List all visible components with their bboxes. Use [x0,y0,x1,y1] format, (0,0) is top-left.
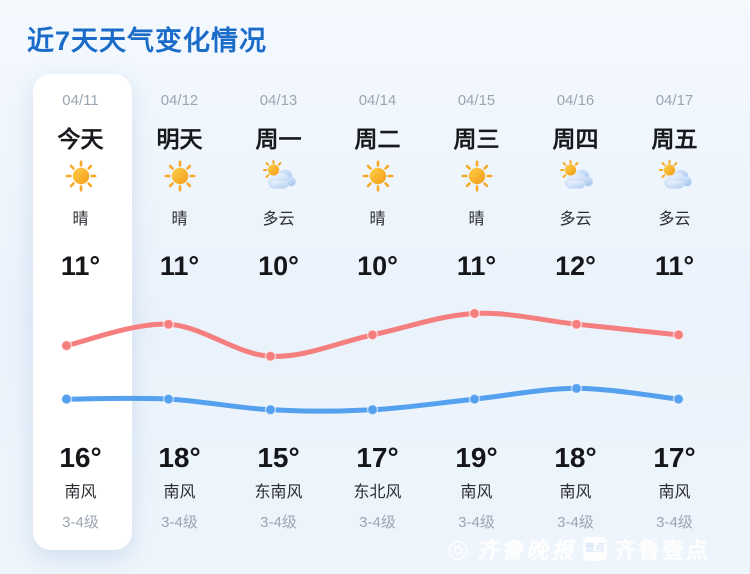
day-column[interactable]: 04/13 周一 [229,74,328,550]
wind-level: 3-4级 [557,514,594,531]
day-column[interactable]: 04/14 周二 晴 10° 17° 东北风 3-4级 [328,74,427,550]
brand-name-script: 齐鲁晚报 [475,538,576,563]
day-column[interactable]: 04/17 周五 [625,74,724,550]
bottom-temp: 17° [653,442,696,473]
forecast-columns: 04/11 今天 晴 11° 16° 南风 3-4级 04/ [31,74,724,550]
day-column[interactable]: 04/12 明天 晴 11° 18° 南风 3-4级 [130,74,229,550]
date-label: 04/11 [62,92,99,109]
date-label: 04/12 [160,92,199,109]
top-temp: 11° [456,251,497,281]
wind-level: 3-4级 [458,514,495,531]
day-name: 周三 [453,126,500,152]
day-name: 今天 [57,126,104,152]
weather-text: 多云 [658,211,691,228]
weather-icon-slot [361,159,395,193]
yidian-badge-icon: 壹点 [582,537,607,561]
sun-cloud-icon [262,159,296,193]
day-column[interactable]: 04/15 周三 晴 11° 19° 南风 3-4级 [427,74,526,550]
top-temp: 11° [654,251,695,281]
sun-icon [64,159,98,193]
wind-direction: 南风 [559,484,592,501]
qilu-evening-news-logo-icon: ◎ [447,534,469,563]
date-label: 04/14 [358,92,397,109]
wind-direction: 南风 [658,484,691,501]
top-temp: 10° [357,251,398,281]
bottom-temp: 15° [257,442,300,473]
wind-level: 3-4级 [260,514,297,531]
day-name: 明天 [156,126,203,152]
wind-level: 3-4级 [161,514,198,531]
day-name: 周二 [354,126,401,152]
wind-direction: 南风 [64,484,97,501]
weather-text: 晴 [72,211,89,228]
sun-cloud-icon [658,159,692,193]
wind-level: 3-4级 [62,514,99,531]
bottom-temp: 19° [455,442,498,473]
day-name: 周四 [552,126,599,152]
sun-icon [361,159,395,193]
date-label: 04/16 [556,92,595,109]
top-temp: 11° [60,251,101,281]
top-temp: 11° [159,251,200,281]
weather-text: 晴 [171,211,188,228]
weather-icon-slot [559,159,593,193]
wind-direction: 南风 [163,484,196,501]
date-label: 04/17 [655,92,694,109]
brand-name: 齐鲁壹点 [613,538,710,563]
bottom-temp: 16° [59,442,102,473]
weather-text: 多云 [559,211,592,228]
wind-level: 3-4级 [656,514,693,531]
day-column[interactable]: 04/16 周四 [526,74,625,550]
weather-icon-slot [163,159,197,193]
sun-icon [460,159,494,193]
day-column[interactable]: 04/11 今天 晴 11° 16° 南风 3-4级 [31,74,130,550]
weather-icon-slot [460,159,494,193]
bottom-temp: 17° [356,442,399,473]
day-name: 周一 [255,126,302,152]
bottom-temp: 18° [554,442,597,473]
sun-cloud-icon [559,159,593,193]
wind-direction: 南风 [460,484,493,501]
weather-icon-slot [64,159,98,193]
brand-watermark: ◎ 齐鲁晚报 壹点 齐鲁壹点 [447,533,710,565]
top-temp: 12° [555,251,596,281]
day-name: 周五 [651,126,698,152]
bottom-temp: 18° [158,442,201,473]
top-temp: 10° [258,251,299,281]
weather-text: 晴 [468,211,485,228]
date-label: 04/13 [259,92,298,109]
sun-icon [163,159,197,193]
date-label: 04/15 [457,92,496,109]
page-title: 近7天天气变化情况 [27,26,268,56]
weather-icon-slot [658,159,692,193]
weather-icon-slot [262,159,296,193]
wind-direction: 东北风 [353,484,402,501]
weather-text: 晴 [369,211,386,228]
wind-direction: 东南风 [254,484,303,501]
weather-text: 多云 [262,211,295,228]
wind-level: 3-4级 [359,514,396,531]
